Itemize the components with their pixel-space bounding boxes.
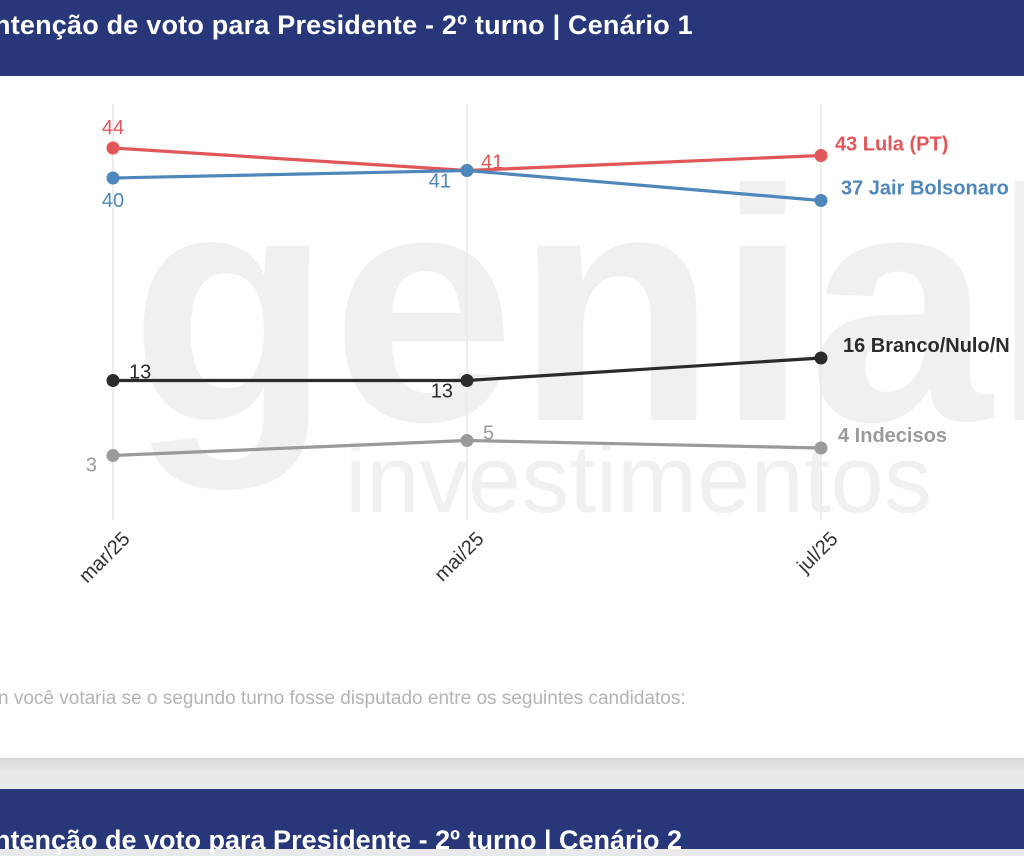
survey-question: n você votaria se o segundo turno fosse … — [0, 688, 686, 709]
point-jair-bolsonaro-1 — [460, 164, 474, 177]
chart-title: ntenção de voto para Presidente - 2º tur… — [0, 10, 693, 40]
data-label-indecisos-2: 4 Indecisos — [838, 425, 947, 447]
data-label-indecisos-0: 3 — [86, 455, 97, 477]
data-label-jair-bolsonaro-2: 37 Jair Bolsonaro — [841, 178, 1009, 200]
point-jair-bolsonaro-2 — [814, 194, 828, 207]
data-label-branco-nulo-n-0: 13 — [129, 362, 151, 384]
point-lula-pt--0 — [106, 141, 120, 155]
point-branco-nulo-n-2 — [814, 351, 828, 365]
x-axis-ticks: mar/25 mai/25 jul/25 — [75, 528, 843, 588]
watermark-main: genial — [130, 121, 1024, 492]
point-indecisos-0 — [106, 449, 120, 462]
point-indecisos-2 — [814, 441, 828, 455]
card-divider — [0, 758, 1024, 772]
chart-card — [0, 76, 1024, 760]
data-label-branco-nulo-n-1: 13 — [431, 381, 453, 403]
data-labels: 44 41 43 Lula (PT) 40 41 37 Jair Bolsonaro 13 1… — [86, 117, 1010, 477]
point-indecisos-1 — [460, 434, 474, 447]
x-tick-1: mai/25 — [431, 528, 489, 586]
watermark-logo: genial investimentos — [130, 121, 1024, 533]
data-label-jair-bolsonaro-0: 40 — [102, 190, 124, 212]
point-branco-nulo-n-1 — [460, 374, 474, 387]
point-jair-bolsonaro-0 — [106, 171, 120, 185]
point-lula-pt--2 — [814, 149, 828, 162]
data-label-lula-pt--1: 41 — [481, 152, 503, 174]
data-label-jair-bolsonaro-1: 41 — [429, 171, 451, 193]
data-label-indecisos-1: 5 — [483, 423, 494, 445]
data-label-lula-pt--2: 43 Lula (PT) — [835, 134, 948, 156]
x-tick-0: mar/25 — [75, 528, 135, 588]
chart-header: ntenção de voto para Presidente - 2º tur… — [0, 0, 1024, 76]
data-label-branco-nulo-n-2: 16 Branco/Nulo/N — [843, 335, 1010, 357]
next-chart-title: ntenção de voto para Presidente - 2º tur… — [0, 825, 683, 855]
data-label-lula-pt--0: 44 — [102, 117, 124, 139]
x-tick-2: jul/25 — [792, 528, 842, 578]
next-chart-header: ntenção de voto para Presidente - 2º tur… — [0, 789, 1024, 855]
point-branco-nulo-n-0 — [106, 374, 120, 387]
series-points — [106, 141, 828, 462]
